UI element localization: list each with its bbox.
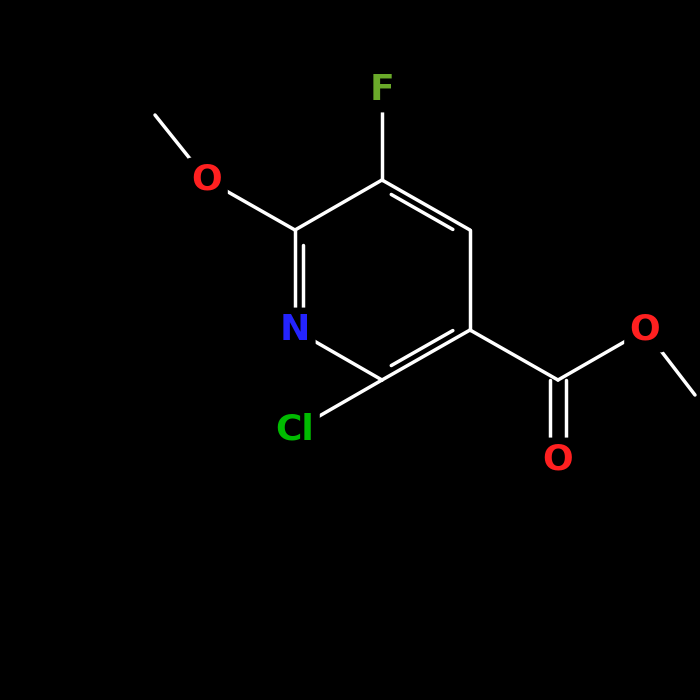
Text: O: O [542,443,573,477]
Text: F: F [370,73,394,107]
Text: O: O [629,313,660,347]
Text: Cl: Cl [276,413,314,447]
Text: O: O [192,163,223,197]
Text: N: N [280,313,310,347]
